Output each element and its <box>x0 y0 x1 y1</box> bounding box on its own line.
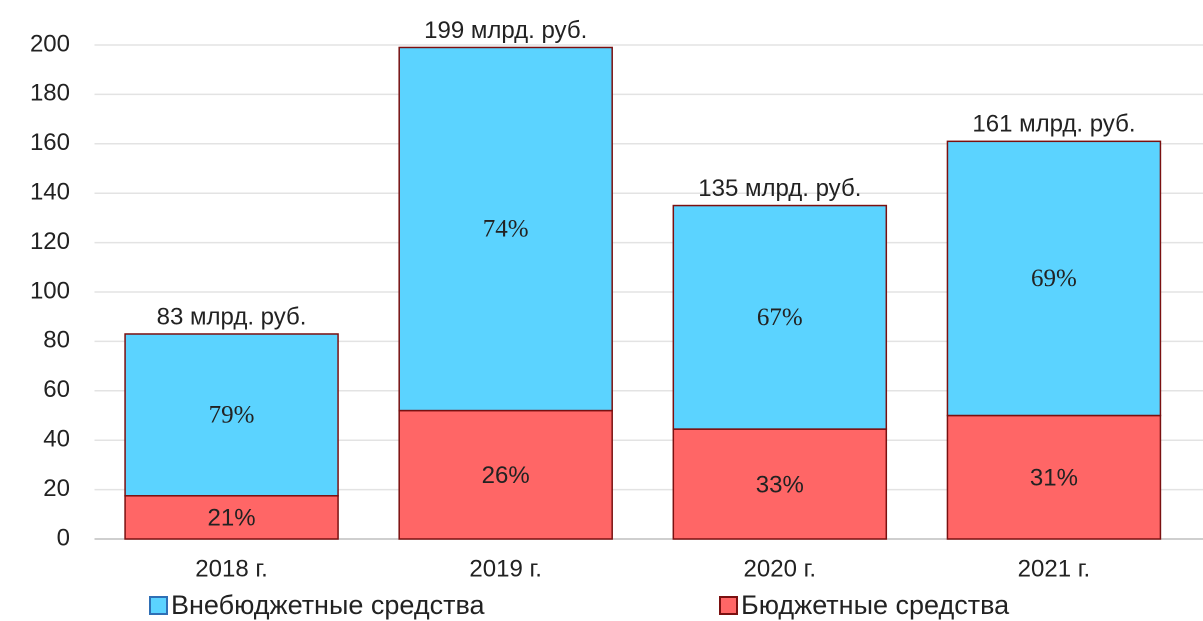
y-tick-label: 100 <box>30 277 70 304</box>
data-label: 67% <box>757 304 803 331</box>
y-tick-label: 120 <box>30 228 70 255</box>
data-label: 33% <box>756 471 804 498</box>
data-label: 69% <box>1031 265 1077 292</box>
total-label: 83 млрд. руб. <box>157 303 307 330</box>
bar-segment <box>672 428 888 540</box>
total-label: 135 млрд. руб. <box>698 175 861 202</box>
y-tick-label: 160 <box>30 129 70 156</box>
total-label: 199 млрд. руб. <box>424 17 587 44</box>
legend-swatch <box>719 596 738 615</box>
y-tick-label: 200 <box>30 30 70 57</box>
y-tick-label: 40 <box>43 426 70 453</box>
data-label: 26% <box>482 462 530 489</box>
bar-segment <box>124 333 339 497</box>
y-tick-label: 140 <box>30 179 70 206</box>
bar-segment <box>946 140 1162 417</box>
y-tick-label: 180 <box>30 80 70 107</box>
x-tick-label: 2021 г. <box>1018 555 1091 582</box>
legend-label: Бюджетные средства <box>741 590 1010 620</box>
bar-segment <box>398 46 613 412</box>
y-tick-label: 0 <box>57 524 70 551</box>
x-tick-label: 2018 г. <box>195 555 268 582</box>
x-tick-label: 2020 г. <box>744 555 817 582</box>
total-label: 161 млрд. руб. <box>972 111 1135 138</box>
y-tick-label: 80 <box>43 327 70 354</box>
data-label: 21% <box>208 505 256 532</box>
legend-label: Внебюджетные средства <box>171 590 485 620</box>
bar-segment <box>124 495 339 540</box>
x-tick-label: 2019 г. <box>469 555 542 582</box>
y-tick-label: 60 <box>43 376 70 403</box>
bar-segment <box>672 204 888 430</box>
data-label: 79% <box>209 402 255 429</box>
bar-segment <box>946 414 1162 540</box>
data-label: 74% <box>483 216 529 243</box>
bar-segment <box>398 409 613 540</box>
legend-swatch <box>149 596 168 615</box>
y-tick-label: 20 <box>43 475 70 502</box>
data-label: 31% <box>1030 465 1078 492</box>
